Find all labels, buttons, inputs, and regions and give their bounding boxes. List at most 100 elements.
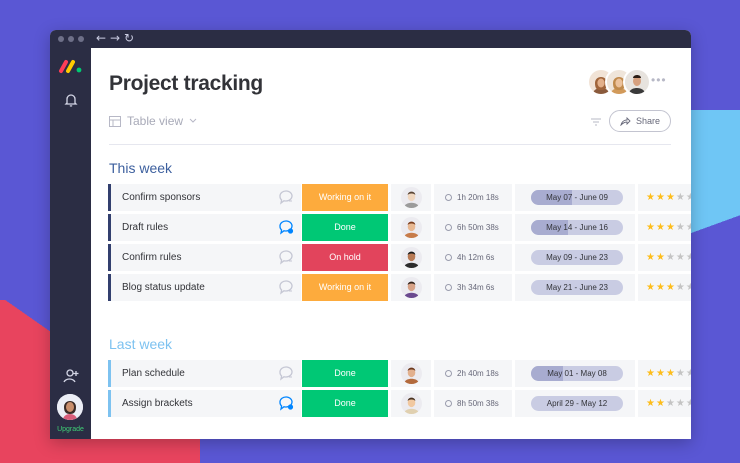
chat-cell[interactable] [271, 274, 301, 301]
back-arrow-icon[interactable]: ← [96, 31, 107, 45]
chat-cell[interactable] [271, 390, 301, 417]
chat-icon[interactable] [278, 366, 294, 381]
person-cell[interactable] [391, 360, 431, 387]
rating-cell[interactable]: ★★★★★ [638, 390, 691, 417]
chat-cell[interactable] [271, 360, 301, 387]
star-icon[interactable]: ★ [646, 192, 656, 203]
table-row[interactable]: Confirm sponsors Working on it 1h 20m 18s M… [108, 184, 691, 211]
item-name[interactable]: Assign brackets [111, 390, 271, 417]
timeline-pill[interactable]: April 29 - May 12 [531, 396, 623, 411]
timeline-pill[interactable]: May 01 - May 08 [531, 366, 623, 381]
timeline-pill[interactable]: May 21 - June 23 [531, 280, 623, 295]
item-name[interactable]: Blog status update [111, 274, 271, 301]
star-icon[interactable]: ★ [686, 252, 691, 263]
view-selector[interactable]: Table view [109, 114, 197, 128]
table-row[interactable]: Assign brackets Done 8h 50m 38s April 29 - … [108, 390, 691, 417]
star-icon[interactable]: ★ [675, 192, 686, 203]
star-icon[interactable]: ★ [646, 368, 656, 379]
chat-icon[interactable] [278, 220, 294, 235]
upgrade-link[interactable]: Upgrade [57, 426, 84, 433]
status-cell[interactable]: Done [302, 360, 388, 387]
user-avatar[interactable] [57, 394, 83, 420]
star-icon[interactable]: ★ [646, 252, 656, 263]
star-icon[interactable]: ★ [675, 222, 686, 233]
status-cell[interactable]: Done [302, 390, 388, 417]
timeline-cell[interactable]: April 29 - May 12 [515, 390, 635, 417]
star-icon[interactable]: ★ [655, 368, 666, 379]
chat-icon[interactable] [278, 396, 294, 411]
star-icon[interactable]: ★ [665, 222, 676, 233]
group-title[interactable]: This week [109, 160, 173, 176]
time-tracking-cell[interactable]: 1h 20m 18s [434, 184, 512, 211]
rating-cell[interactable]: ★★★★★ [638, 274, 691, 301]
table-row[interactable]: Confirm rules On hold 4h 12m 6s May 09 - Ju… [108, 244, 691, 271]
timeline-cell[interactable]: May 07 - June 09 [515, 184, 635, 211]
star-icon[interactable]: ★ [665, 368, 676, 379]
status-cell[interactable]: Working on it [302, 274, 388, 301]
window-dot[interactable] [68, 36, 74, 42]
time-tracking-cell[interactable]: 3h 34m 6s [434, 274, 512, 301]
person-avatar[interactable] [401, 217, 422, 238]
rating-cell[interactable]: ★★★★★ [638, 184, 691, 211]
time-tracking-cell[interactable]: 4h 12m 6s [434, 244, 512, 271]
person-cell[interactable] [391, 390, 431, 417]
board-members[interactable] [587, 68, 651, 96]
star-icon[interactable]: ★ [675, 252, 686, 263]
member-avatar[interactable] [623, 68, 651, 96]
time-tracking-cell[interactable]: 2h 40m 18s [434, 360, 512, 387]
chat-cell[interactable] [271, 244, 301, 271]
timeline-cell[interactable]: May 21 - June 23 [515, 274, 635, 301]
person-avatar[interactable] [401, 393, 422, 414]
chat-cell[interactable] [271, 184, 301, 211]
star-icon[interactable]: ★ [655, 282, 666, 293]
star-icon[interactable]: ★ [665, 282, 676, 293]
rating-cell[interactable]: ★★★★★ [638, 214, 691, 241]
group-title[interactable]: Last week [109, 336, 173, 352]
bell-icon[interactable] [61, 90, 81, 110]
person-avatar[interactable] [401, 247, 422, 268]
window-dot[interactable] [58, 36, 64, 42]
star-icon[interactable]: ★ [655, 192, 666, 203]
monday-logo[interactable] [58, 58, 84, 74]
star-icon[interactable]: ★ [686, 398, 691, 409]
person-cell[interactable] [391, 184, 431, 211]
status-cell[interactable]: On hold [302, 244, 388, 271]
window-dot[interactable] [78, 36, 84, 42]
timeline-cell[interactable]: May 14 - June 16 [515, 214, 635, 241]
timeline-pill[interactable]: May 07 - June 09 [531, 190, 623, 205]
add-user-icon[interactable] [61, 366, 81, 386]
chat-icon[interactable] [278, 190, 294, 205]
item-name[interactable]: Confirm rules [111, 244, 271, 271]
star-icon[interactable]: ★ [646, 398, 656, 409]
person-avatar[interactable] [401, 187, 422, 208]
star-icon[interactable]: ★ [665, 252, 676, 263]
item-name[interactable]: Draft rules [111, 214, 271, 241]
table-row[interactable]: Plan schedule Done 2h 40m 18s May 01 - May … [108, 360, 691, 387]
item-name[interactable]: Plan schedule [111, 360, 271, 387]
star-icon[interactable]: ★ [655, 222, 666, 233]
timeline-pill[interactable]: May 14 - June 16 [531, 220, 623, 235]
star-icon[interactable]: ★ [686, 222, 691, 233]
star-icon[interactable]: ★ [655, 398, 666, 409]
person-avatar[interactable] [401, 363, 422, 384]
filter-icon[interactable] [589, 116, 603, 128]
forward-arrow-icon[interactable]: → [110, 31, 121, 45]
time-tracking-cell[interactable]: 8h 50m 38s [434, 390, 512, 417]
star-icon[interactable]: ★ [665, 398, 676, 409]
person-avatar[interactable] [401, 277, 422, 298]
star-icon[interactable]: ★ [655, 252, 666, 263]
status-cell[interactable]: Done [302, 214, 388, 241]
star-icon[interactable]: ★ [675, 282, 686, 293]
person-cell[interactable] [391, 274, 431, 301]
star-icon[interactable]: ★ [686, 192, 691, 203]
status-cell[interactable]: Working on it [302, 184, 388, 211]
table-row[interactable]: Draft rules Done 6h 50m 38s May 14 - June 1… [108, 214, 691, 241]
person-cell[interactable] [391, 244, 431, 271]
time-tracking-cell[interactable]: 6h 50m 38s [434, 214, 512, 241]
timeline-pill[interactable]: May 09 - June 23 [531, 250, 623, 265]
star-icon[interactable]: ★ [686, 282, 691, 293]
chat-icon[interactable] [278, 280, 294, 295]
star-icon[interactable]: ★ [646, 282, 656, 293]
star-icon[interactable]: ★ [686, 368, 691, 379]
item-name[interactable]: Confirm sponsors [111, 184, 271, 211]
